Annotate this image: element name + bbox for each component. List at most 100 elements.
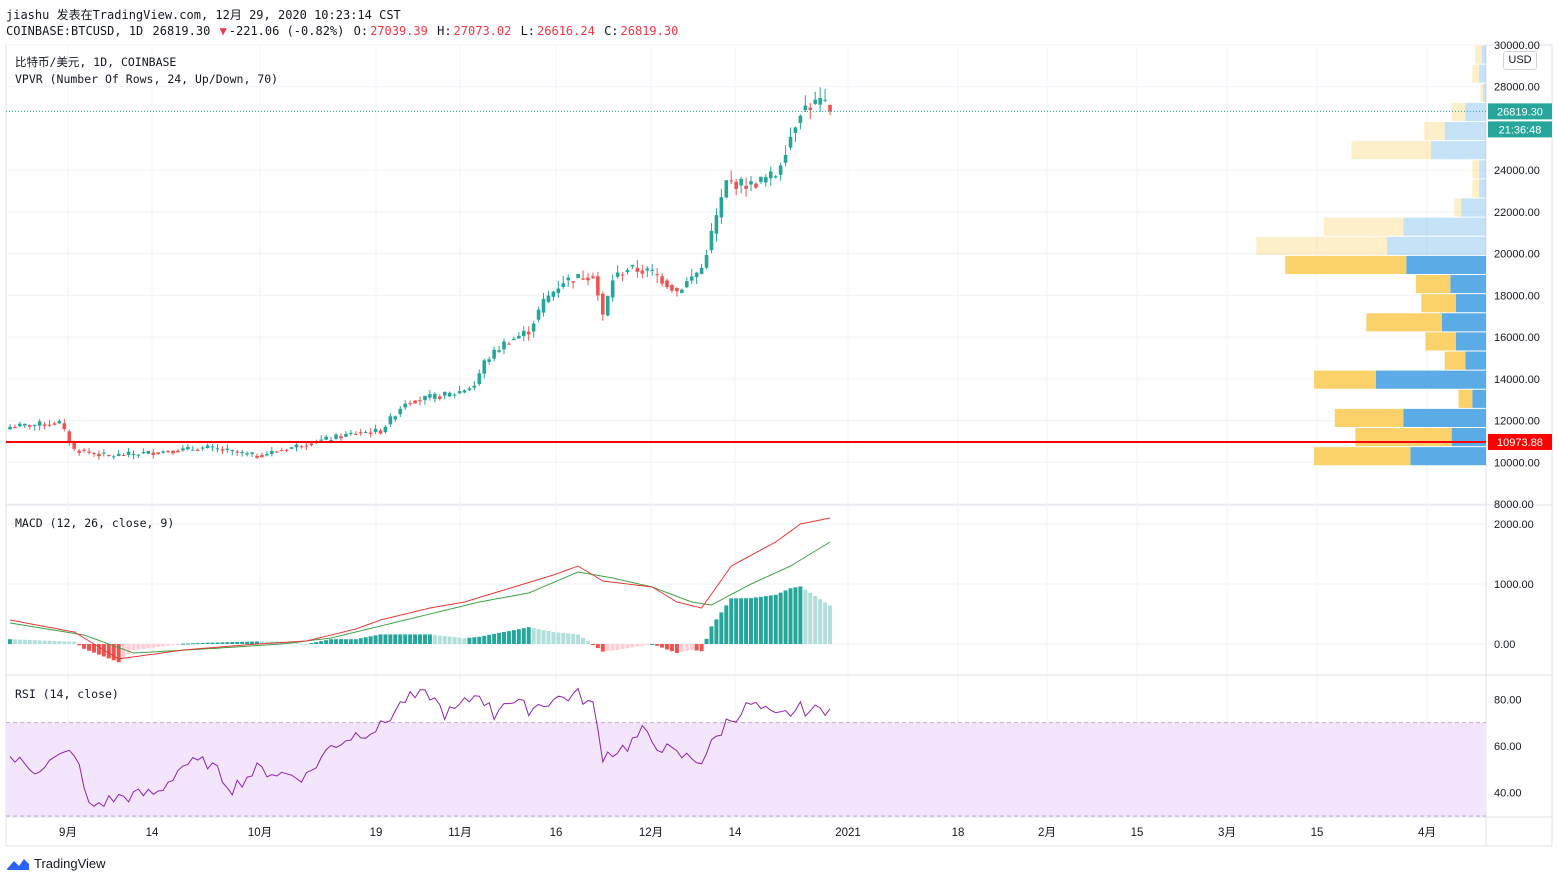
macd-histogram-bar: [220, 642, 225, 644]
candle-body: [749, 181, 753, 185]
candle-body: [344, 433, 348, 437]
macd-histogram-bar: [447, 636, 452, 644]
rsi-y-tick-label: 40.00: [1494, 788, 1522, 800]
main-title[interactable]: 比特币/美元, 1D, COINBASE: [15, 55, 177, 69]
x-tick-label: 16: [550, 827, 563, 839]
candle-body: [339, 436, 343, 439]
candle-body: [354, 433, 358, 435]
macd-histogram-bar: [531, 628, 536, 644]
volume-profile-up-bar: [1483, 83, 1486, 102]
macd-histogram-bar: [546, 631, 551, 644]
candle-body: [8, 426, 12, 430]
y-tick-label: 28000.00: [1494, 82, 1540, 94]
candle-body: [358, 432, 363, 434]
rsi-label[interactable]: RSI (14, close): [15, 687, 119, 701]
publish-line: jiashu 发表在TradingView.com, 12月 29, 2020 …: [6, 8, 401, 22]
candle-body: [759, 176, 763, 182]
candle-body: [561, 283, 566, 287]
candle-body: [77, 450, 81, 453]
macd-histogram-bar: [408, 634, 413, 644]
candle-body: [67, 431, 72, 443]
candle-body: [625, 269, 630, 273]
macd-histogram-bar: [600, 644, 605, 652]
macd-histogram-bar: [581, 637, 586, 644]
macd-histogram-bar: [783, 590, 788, 644]
candle-body: [581, 278, 585, 280]
volume-profile-up-bar: [1406, 255, 1486, 274]
macd-histogram-bar: [175, 644, 180, 645]
macd-histogram-bar: [180, 643, 185, 645]
candle-body: [586, 277, 590, 281]
macd-histogram-bar: [758, 596, 763, 644]
candle-body: [447, 392, 452, 397]
macd-histogram-bar: [250, 641, 255, 644]
candle-body: [260, 455, 264, 458]
last-price-bg: [1488, 103, 1552, 120]
macd-histogram-bar: [47, 640, 52, 644]
macd-histogram-bar: [393, 634, 398, 644]
candle-body: [309, 443, 314, 446]
macd-histogram-bar: [808, 592, 813, 644]
macd-histogram-bar: [823, 602, 828, 644]
candle-body: [719, 197, 724, 218]
volume-profile-down-bar: [1256, 236, 1387, 255]
candle-body: [699, 267, 704, 274]
macd-label[interactable]: MACD (12, 26, close, 9): [15, 516, 175, 530]
change-value: -221.06 (-0.82%): [228, 24, 345, 38]
macd-y-tick-label: 2000.00: [1494, 519, 1534, 531]
currency-button[interactable]: USD: [1503, 51, 1537, 70]
volume-profile-up-bar: [1479, 179, 1486, 198]
macd-histogram-bar: [319, 641, 324, 644]
candle-body: [186, 446, 190, 450]
volume-profile-down-bar: [1424, 122, 1445, 141]
macd-histogram-bar: [146, 644, 151, 649]
volume-profile-up-bar: [1450, 275, 1486, 294]
macd-histogram-bar: [126, 644, 131, 655]
macd-histogram-bar: [665, 644, 670, 650]
ohlc-bar: COINBASE:BTCUSD, 1D 26819.30 ▼ -221.06 (-…: [6, 24, 680, 38]
candle-body: [566, 277, 571, 281]
volume-profile-down-bar: [1366, 313, 1442, 332]
macd-histogram-bar: [185, 643, 190, 645]
candle-body: [388, 416, 393, 425]
candle-body: [526, 331, 531, 335]
y-tick-label: 16000.00: [1494, 332, 1540, 344]
macd-histogram-bar: [630, 644, 635, 648]
candle-body: [116, 453, 121, 457]
macd-histogram-bar: [210, 642, 215, 644]
publish-info: jiashu 发表在TradingView.com, 12月 29, 2020 …: [6, 6, 403, 23]
candle-body: [146, 450, 151, 454]
close-label: C:: [604, 24, 619, 38]
symbol-label[interactable]: COINBASE:BTCUSD, 1D: [6, 24, 144, 38]
macd-histogram-bar: [358, 638, 363, 644]
candle-body: [828, 104, 832, 112]
macd-histogram-bar: [368, 636, 373, 644]
candle-body: [472, 385, 477, 388]
volume-profile-down-bar: [1458, 389, 1473, 408]
macd-histogram-bar: [294, 643, 299, 645]
candle-body: [497, 350, 501, 352]
candle-body: [798, 115, 803, 124]
candle-body: [576, 274, 580, 279]
macd-histogram-bar: [541, 630, 546, 644]
macd-histogram-bar: [793, 587, 798, 644]
macd-histogram-bar: [111, 644, 116, 661]
y-tick-label: 12000.00: [1494, 416, 1540, 428]
candle-body: [215, 448, 220, 450]
candle-body: [383, 426, 388, 433]
macd-histogram-bar: [62, 641, 67, 644]
macd-histogram-bar: [803, 589, 808, 644]
candle-body: [596, 276, 600, 296]
volume-profile-up-bar: [1403, 408, 1486, 427]
vpvr-label[interactable]: VPVR (Number Of Rows, 24, Up/Down, 70): [15, 72, 279, 86]
macd-histogram-bar: [363, 637, 368, 644]
macd-histogram-bar: [91, 644, 96, 653]
macd-y-tick-label: 0.00: [1494, 639, 1515, 651]
candle-body: [279, 450, 284, 452]
macd-histogram-bar: [215, 642, 220, 644]
candle-body: [640, 270, 645, 274]
macd-histogram-bar: [373, 635, 378, 644]
macd-histogram-bar: [813, 596, 818, 644]
high-label: H:: [437, 24, 452, 38]
footer-brand[interactable]: TradingView: [6, 856, 106, 871]
